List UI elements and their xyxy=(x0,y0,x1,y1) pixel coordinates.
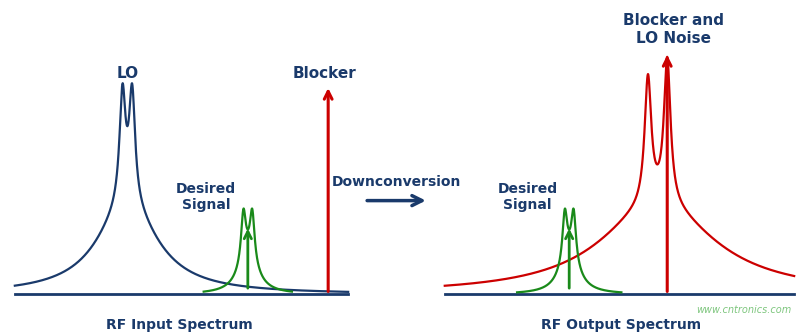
Text: Blocker and
LO Noise: Blocker and LO Noise xyxy=(623,13,724,46)
Text: www.cntronics.com: www.cntronics.com xyxy=(697,305,792,315)
Text: RF Output Spectrum: RF Output Spectrum xyxy=(541,318,701,332)
Text: Downconversion: Downconversion xyxy=(332,175,461,189)
Text: Desired
Signal: Desired Signal xyxy=(176,182,236,212)
Text: Blocker: Blocker xyxy=(292,66,356,81)
Text: RF Input Spectrum: RF Input Spectrum xyxy=(106,318,253,332)
Text: LO: LO xyxy=(116,66,138,81)
Text: Desired
Signal: Desired Signal xyxy=(498,182,557,212)
